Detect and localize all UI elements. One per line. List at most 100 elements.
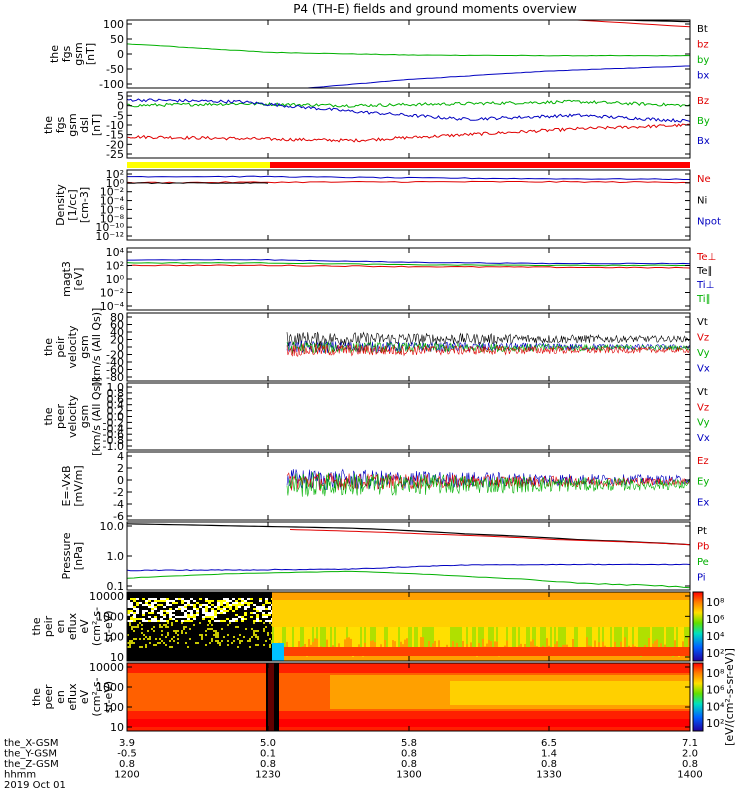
- spectrogram-cell: [253, 604, 256, 606]
- spectrogram-cell: [199, 634, 201, 636]
- spectrogram-cell: [229, 604, 232, 606]
- series-Npot: [127, 175, 690, 181]
- spectrogram-cell: [199, 606, 202, 608]
- spectrogram-cell: [259, 610, 262, 612]
- spectrogram-cell: [229, 608, 232, 610]
- spectrogram-cell: [217, 642, 219, 644]
- spectrogram-cell: [167, 622, 169, 624]
- spectrogram-cell: [241, 620, 244, 622]
- legend-entry: Pb: [697, 542, 709, 553]
- spectrogram-cell: [448, 627, 450, 653]
- spectrogram-cell: [185, 642, 187, 644]
- spectrogram-cell: [217, 612, 220, 614]
- footer-value: 5.8: [401, 738, 417, 749]
- spectrogram-cell: [456, 627, 458, 643]
- spectrogram-cell: [269, 622, 271, 624]
- spectrogram-cell: [190, 610, 193, 612]
- spectrogram-cell: [136, 612, 139, 614]
- spectrogram-cell: [226, 600, 229, 602]
- spectrogram-cell: [269, 646, 271, 648]
- spectrogram-cell: [239, 642, 241, 644]
- spectrogram-cell: [384, 627, 386, 640]
- spectrogram-cell: [220, 612, 223, 614]
- y-tick-label: 10⁻⁶: [100, 203, 125, 216]
- spectrogram-cell: [157, 612, 160, 614]
- spectrogram-cell: [688, 627, 690, 638]
- spectrogram-cell: [211, 638, 213, 640]
- spectrogram-cell: [402, 627, 404, 645]
- spectrogram-cell: [160, 598, 163, 600]
- spectrogram-cell: [372, 627, 374, 641]
- spectrogram-cell: [165, 626, 167, 628]
- spectrogram-cell: [172, 614, 175, 616]
- spectrogram-cell: [215, 634, 217, 636]
- y-tick-label: 10.0: [100, 520, 125, 533]
- spectrogram-cell: [183, 628, 185, 630]
- spectrogram-cell: [178, 598, 181, 600]
- spectrogram-cell: [255, 644, 257, 646]
- spectrogram-cell: [133, 642, 135, 644]
- legend-entry: Ex: [697, 497, 709, 508]
- panel-plot-area: [127, 523, 690, 589]
- spectrogram-cell: [251, 636, 253, 638]
- spectrogram-cell: [163, 624, 165, 626]
- spectrogram-cell: [151, 608, 154, 610]
- spectrogram-cell: [249, 646, 251, 648]
- y-tick-label: -2: [113, 486, 124, 499]
- spectrogram-cell: [296, 627, 298, 649]
- spectrogram-cell: [518, 627, 520, 646]
- spectrogram-cell: [642, 627, 644, 656]
- spectrogram-cell: [534, 627, 536, 646]
- y-tick-label: -0.6: [103, 428, 124, 441]
- spectrogram-cell: [440, 627, 442, 650]
- spectrogram-cell: [294, 627, 296, 655]
- spectrogram-cell: [213, 634, 215, 636]
- spectrogram-cell: [262, 606, 265, 608]
- spectrogram-cell: [336, 627, 338, 648]
- spectrogram-cell: [340, 627, 342, 648]
- spectrogram-cell: [211, 640, 213, 642]
- spectrogram-cell: [145, 636, 147, 638]
- spectrogram-cell: [178, 616, 181, 618]
- spectrogram-cell: [231, 642, 233, 644]
- spectrogram-cell: [316, 627, 318, 639]
- y-tick-label: 10⁻⁴: [100, 195, 125, 208]
- series-Vx: [286, 340, 690, 354]
- spectrogram-cell: [259, 606, 262, 608]
- legend-entry: Te⊥: [696, 252, 716, 263]
- spectrogram-cell: [265, 626, 267, 628]
- spectrogram-cell: [217, 608, 220, 610]
- spectrogram-cell: [227, 640, 229, 642]
- spectrogram-cell: [247, 598, 250, 600]
- spectrogram-cell: [434, 627, 436, 641]
- spectrogram-cell: [526, 627, 528, 653]
- y-tick-label: 1.0: [107, 550, 125, 563]
- spectrogram-cell: [235, 608, 238, 610]
- spectrogram-cell: [185, 626, 187, 628]
- spectrogram-cell: [237, 646, 239, 648]
- spectrogram-cell: [420, 627, 422, 638]
- y-axis-label: the: [42, 338, 55, 356]
- y-axis-label: the: [48, 45, 61, 63]
- spectrogram-cell: [442, 627, 444, 648]
- series-Pe: [127, 570, 690, 589]
- spectrogram-cell: [652, 627, 654, 644]
- spectrogram-cell: [129, 646, 131, 648]
- y-axis-label: eflux: [66, 612, 79, 640]
- spectrogram-cell: [184, 620, 187, 622]
- y-tick-label: 10⁻²: [100, 287, 124, 300]
- spectrogram-cell: [127, 602, 130, 604]
- spectrogram-cell: [166, 612, 169, 614]
- spectrogram-cell: [214, 614, 217, 616]
- spectrogram-cell: [241, 604, 244, 606]
- spectrogram-cell: [197, 642, 199, 644]
- spectrogram-cell: [201, 638, 203, 640]
- spectrogram-cell: [184, 616, 187, 618]
- spectrogram-cell: [416, 627, 418, 651]
- spectrogram-cell: [263, 644, 265, 646]
- legend-entry: By: [697, 116, 710, 127]
- spectrogram-cell: [586, 627, 588, 638]
- spectrogram-cell: [196, 614, 199, 616]
